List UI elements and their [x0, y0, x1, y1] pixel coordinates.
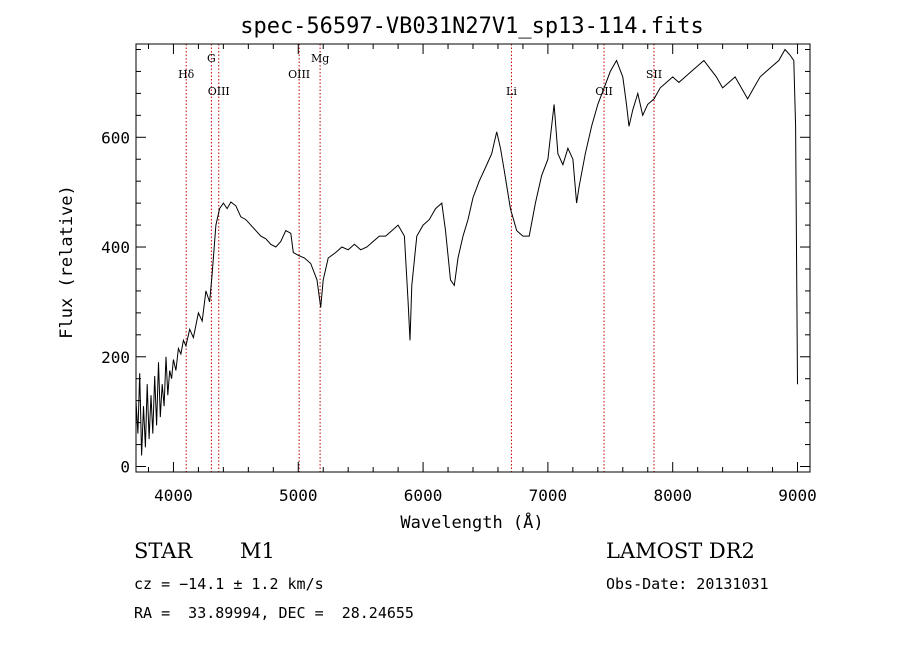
observation-date: Obs-Date: 20131031 — [606, 575, 769, 593]
x-tick-label: 8000 — [653, 486, 692, 505]
ref-line-label-2: OIII — [208, 85, 230, 98]
spectrum-line — [135, 48, 798, 456]
x-axis-label: Wavelength (Å) — [400, 511, 543, 533]
x-tick-label: 4000 — [154, 486, 193, 505]
ref-line-label-6: OII — [595, 85, 613, 98]
object-class: STAR — [134, 539, 193, 563]
x-axis: 4000 5000 6000 7000 8000 9000 — [147, 44, 817, 505]
x-tick-label: 9000 — [778, 486, 817, 505]
ref-line-label-7: SII — [646, 68, 662, 81]
chart-title: spec-56597-VB031N27V1_sp13-114.fits — [240, 14, 704, 39]
y-tick-label: 200 — [101, 348, 130, 367]
x-tick-label: 6000 — [404, 486, 443, 505]
ref-line-label-5: Li — [506, 85, 517, 98]
y-tick-label: 0 — [120, 458, 130, 477]
ref-line-label-3: OIII — [288, 68, 310, 81]
coordinates: RA = 33.89994, DEC = 28.24655 — [134, 604, 414, 622]
x-tick-label: 5000 — [279, 486, 318, 505]
ref-line-label-0: Hδ — [178, 68, 195, 81]
x-tick-label: 7000 — [529, 486, 568, 505]
series-group — [135, 48, 798, 456]
redshift-cz: cz = −14.1 ± 1.2 km/s — [134, 575, 324, 593]
survey-name: LAMOST DR2 — [606, 539, 755, 563]
y-axis: 0 200 400 600 — [101, 48, 810, 477]
ref-line-label-4: Mg — [311, 52, 329, 65]
y-tick-label: 600 — [101, 128, 130, 147]
object-subclass: M1 — [240, 539, 275, 563]
y-tick-label: 400 — [101, 238, 130, 257]
ref-line-label-1: G — [207, 52, 216, 65]
plot-frame — [135, 43, 811, 473]
y-axis-label: Flux (relative) — [57, 185, 77, 339]
